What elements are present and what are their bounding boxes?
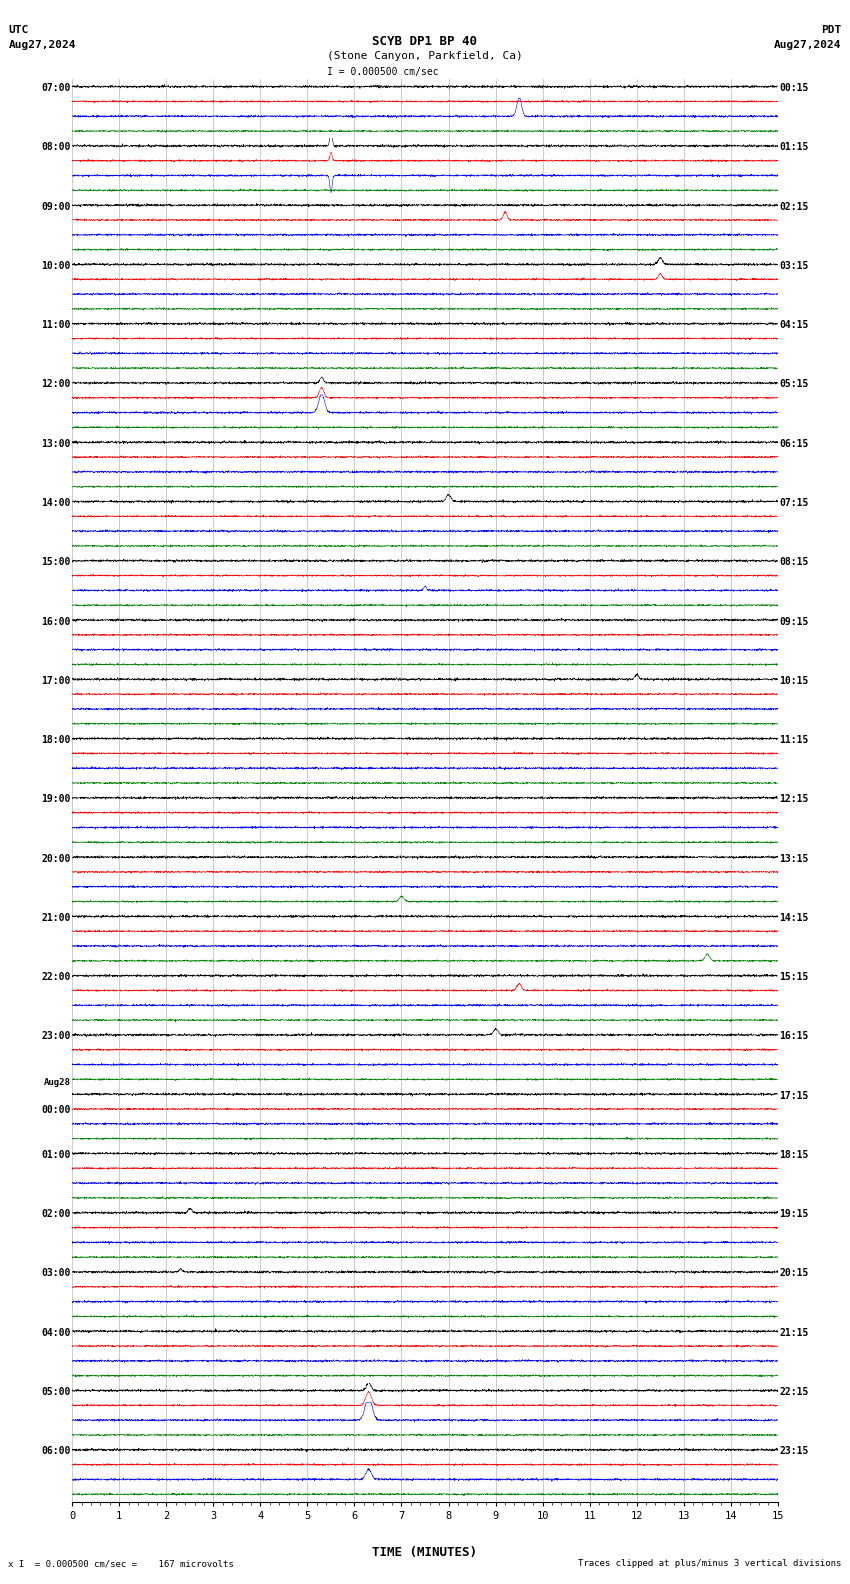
Text: 08:00: 08:00	[42, 143, 71, 152]
Text: 22:15: 22:15	[779, 1388, 808, 1397]
Text: Aug27,2024: Aug27,2024	[774, 40, 842, 49]
Text: 06:15: 06:15	[779, 439, 808, 448]
Text: 02:15: 02:15	[779, 201, 808, 212]
Text: 10:15: 10:15	[779, 676, 808, 686]
Text: 21:00: 21:00	[42, 912, 71, 923]
Text: 11:15: 11:15	[779, 735, 808, 744]
Text: 03:00: 03:00	[42, 1269, 71, 1278]
Text: SCYB DP1 BP 40: SCYB DP1 BP 40	[372, 35, 478, 48]
Text: 10:00: 10:00	[42, 261, 71, 271]
Text: 05:00: 05:00	[42, 1388, 71, 1397]
Text: 09:15: 09:15	[779, 616, 808, 627]
Text: 00:15: 00:15	[779, 82, 808, 93]
Text: 23:15: 23:15	[779, 1446, 808, 1456]
Text: 20:15: 20:15	[779, 1269, 808, 1278]
Text: 14:15: 14:15	[779, 912, 808, 923]
Text: 09:00: 09:00	[42, 201, 71, 212]
Text: Aug27,2024: Aug27,2024	[8, 40, 76, 49]
Text: 08:15: 08:15	[779, 558, 808, 567]
Text: 13:15: 13:15	[779, 854, 808, 863]
Text: 05:15: 05:15	[779, 380, 808, 390]
Text: 03:15: 03:15	[779, 261, 808, 271]
Text: TIME (MINUTES): TIME (MINUTES)	[372, 1546, 478, 1559]
Text: 18:15: 18:15	[779, 1150, 808, 1159]
Text: 12:00: 12:00	[42, 380, 71, 390]
Text: 14:00: 14:00	[42, 497, 71, 508]
Text: 17:00: 17:00	[42, 676, 71, 686]
Text: 04:15: 04:15	[779, 320, 808, 329]
Text: PDT: PDT	[821, 25, 842, 35]
Text: 00:00: 00:00	[42, 1104, 71, 1115]
Text: 23:00: 23:00	[42, 1031, 71, 1041]
Text: 12:15: 12:15	[779, 794, 808, 805]
Text: 11:00: 11:00	[42, 320, 71, 329]
Text: 04:00: 04:00	[42, 1327, 71, 1338]
Text: I = 0.000500 cm/sec: I = 0.000500 cm/sec	[326, 67, 439, 76]
Text: 07:00: 07:00	[42, 82, 71, 93]
Text: 06:00: 06:00	[42, 1446, 71, 1456]
Text: 21:15: 21:15	[779, 1327, 808, 1338]
Text: 19:15: 19:15	[779, 1209, 808, 1220]
Text: 07:15: 07:15	[779, 497, 808, 508]
Text: 20:00: 20:00	[42, 854, 71, 863]
Text: 19:00: 19:00	[42, 794, 71, 805]
Text: Aug28: Aug28	[44, 1077, 71, 1087]
Text: 02:00: 02:00	[42, 1209, 71, 1220]
Text: 18:00: 18:00	[42, 735, 71, 744]
Text: UTC: UTC	[8, 25, 29, 35]
Text: 22:00: 22:00	[42, 973, 71, 982]
Text: 16:15: 16:15	[779, 1031, 808, 1041]
Text: 15:15: 15:15	[779, 973, 808, 982]
Text: 13:00: 13:00	[42, 439, 71, 448]
Text: 15:00: 15:00	[42, 558, 71, 567]
Text: x I  = 0.000500 cm/sec =    167 microvolts: x I = 0.000500 cm/sec = 167 microvolts	[8, 1559, 235, 1568]
Text: (Stone Canyon, Parkfield, Ca): (Stone Canyon, Parkfield, Ca)	[327, 51, 523, 60]
Text: 16:00: 16:00	[42, 616, 71, 627]
Text: 17:15: 17:15	[779, 1091, 808, 1101]
Text: 01:15: 01:15	[779, 143, 808, 152]
Text: Traces clipped at plus/minus 3 vertical divisions: Traces clipped at plus/minus 3 vertical …	[578, 1559, 842, 1568]
Text: 01:00: 01:00	[42, 1150, 71, 1159]
